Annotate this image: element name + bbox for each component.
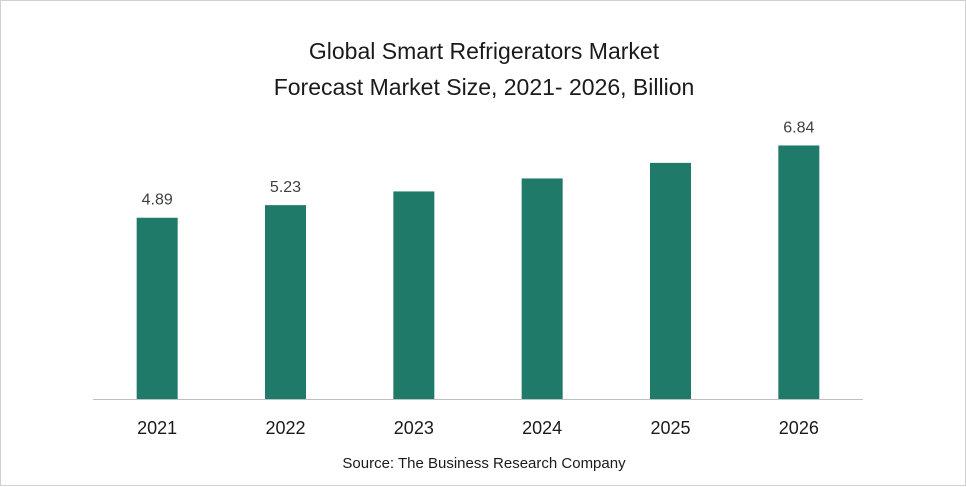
bar-2023	[393, 191, 435, 399]
x-tick-2025: 2025	[650, 418, 690, 438]
x-tick-2026: 2026	[779, 418, 819, 438]
x-tick-2022: 2022	[265, 418, 305, 438]
x-tick-2024: 2024	[522, 418, 562, 438]
data-label-2026: 6.84	[783, 119, 814, 136]
x-tick-2021: 2021	[137, 418, 177, 438]
source-note: Source: The Business Research Company	[342, 455, 626, 472]
data-label-2022: 5.23	[270, 179, 301, 196]
chart-title: Global Smart Refrigerators Market Foreca…	[1, 33, 966, 105]
bar-2025	[650, 162, 691, 399]
bar-2021	[136, 217, 178, 399]
x-tick-2023: 2023	[394, 418, 434, 438]
bar-2022	[265, 205, 306, 399]
chart-title-line-1: Global Smart Refrigerators Market	[308, 38, 660, 64]
bar-2026	[778, 145, 820, 399]
chart-title-line-2: Forecast Market Size, 2021- 2026, Billio…	[273, 74, 695, 100]
bar-2024	[521, 178, 563, 399]
data-label-2021: 4.89	[142, 192, 173, 209]
